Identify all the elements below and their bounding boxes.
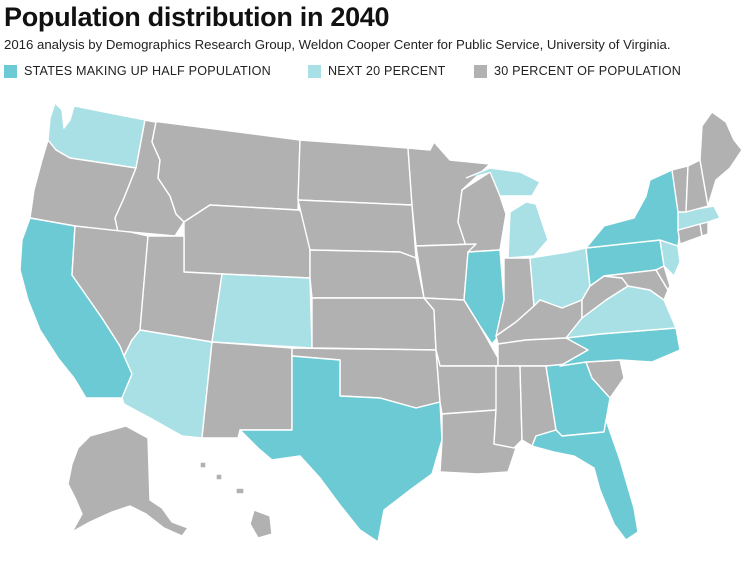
state-southdakota (297, 199, 417, 259)
state-newmexico (201, 341, 293, 439)
us-map (19, 102, 742, 543)
state-wyoming (183, 204, 311, 279)
state-northdakota (297, 139, 413, 206)
state-kansas (311, 297, 437, 351)
legend-item-half: STATES MAKING UP HALF POPULATION (4, 64, 271, 78)
map-title: Population distribution in 2040 (4, 2, 390, 32)
legend-item-rest: 30 PERCENT OF POPULATION (474, 64, 681, 78)
state-colorado (211, 273, 313, 349)
legend-item-next20: NEXT 20 PERCENT (308, 64, 446, 78)
legend-label-half: STATES MAKING UP HALF POPULATION (24, 64, 271, 78)
state-nebraska (309, 249, 425, 299)
legend-swatch-half (4, 64, 17, 78)
state-texas (239, 355, 443, 543)
legend-swatch-next20 (308, 64, 321, 78)
legend-swatch-rest (474, 64, 487, 78)
state-mississippi (493, 365, 523, 449)
state-delaware (655, 265, 671, 291)
state-hawaii (199, 461, 273, 539)
legend: STATES MAKING UP HALF POPULATION NEXT 20… (4, 64, 738, 84)
state-newyork (585, 169, 681, 249)
state-arizona (121, 329, 213, 439)
map-subtitle: 2016 analysis by Demographics Research G… (4, 37, 671, 52)
legend-label-rest: 30 PERCENT OF POPULATION (494, 64, 681, 78)
state-florida (531, 419, 639, 541)
state-alaska (67, 425, 189, 537)
legend-label-next20: NEXT 20 PERCENT (328, 64, 446, 78)
state-ohio (529, 247, 591, 309)
state-maine (699, 111, 742, 207)
